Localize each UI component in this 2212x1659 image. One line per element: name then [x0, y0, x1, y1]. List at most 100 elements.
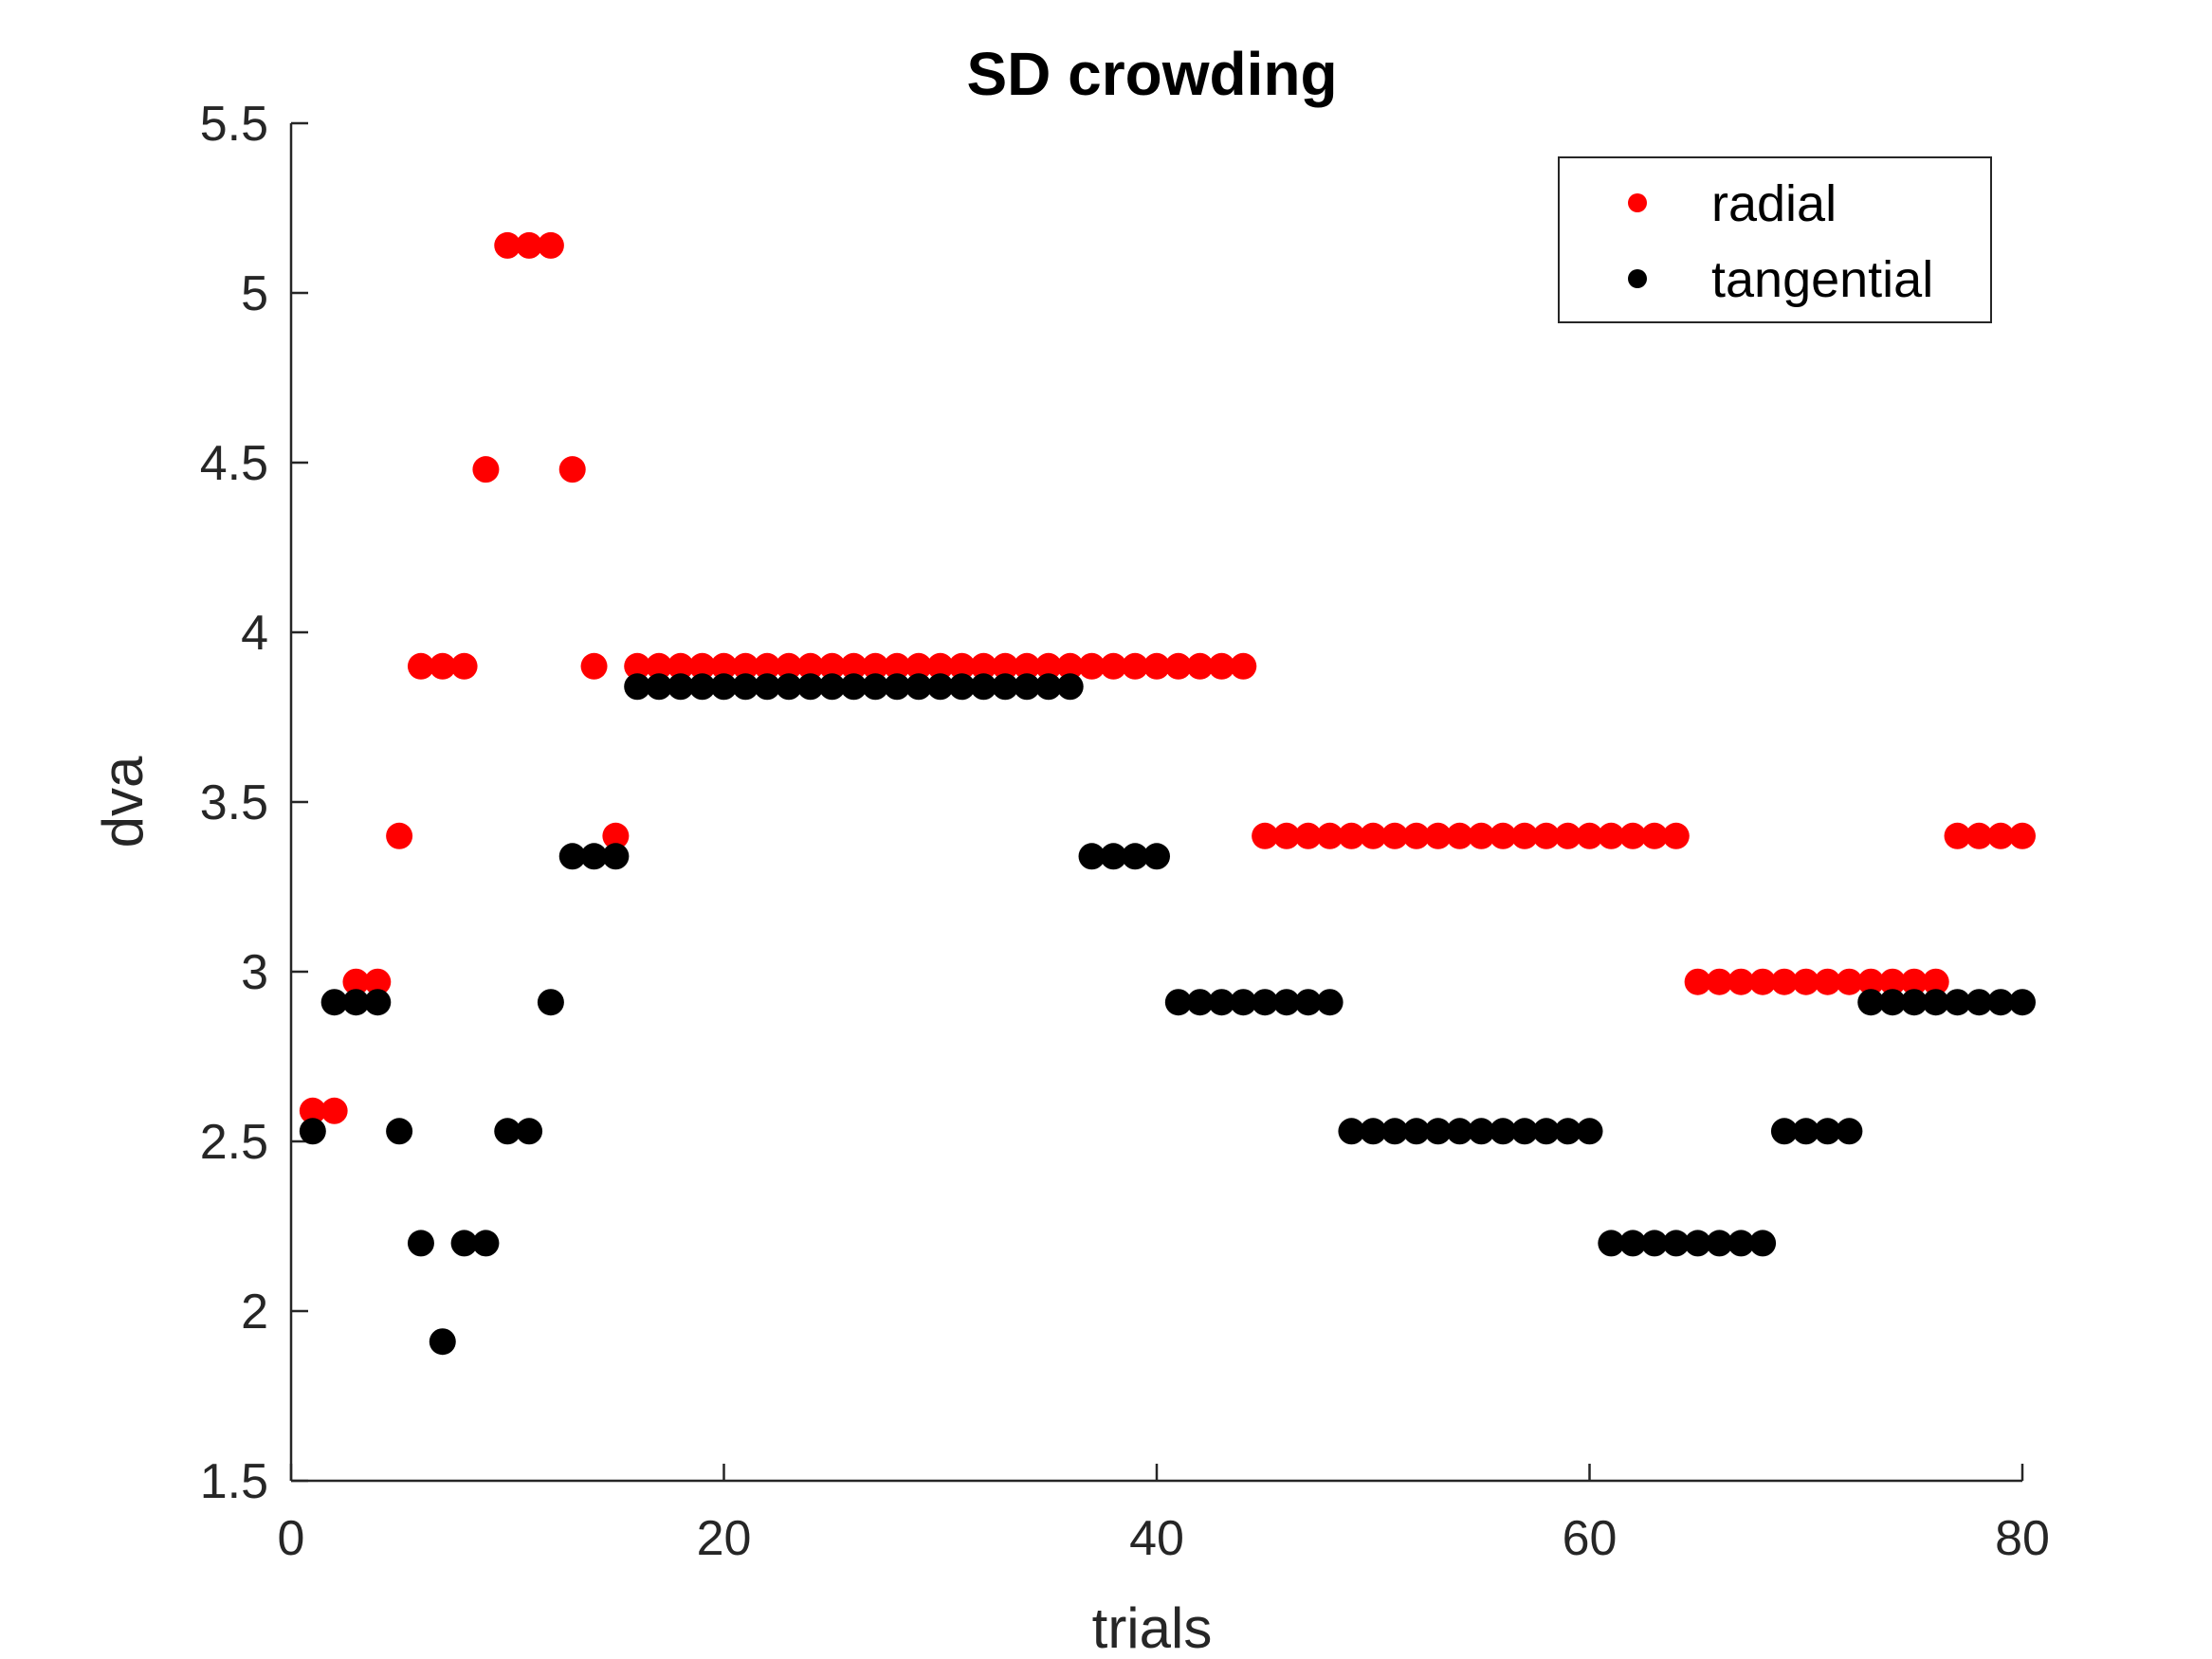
tangential-point [407, 1230, 434, 1257]
radial-point [948, 652, 976, 680]
tangential-point [516, 1118, 543, 1145]
tangential-point [494, 1118, 521, 1145]
radial-point [516, 231, 543, 259]
tangential-point [1490, 1118, 1517, 1145]
tangential-point [884, 673, 911, 701]
tangential-point [1164, 989, 1192, 1016]
radial-point [754, 652, 781, 680]
tangential-point [1078, 843, 1106, 870]
radial-point [1728, 968, 1755, 995]
radial-point [1272, 822, 1300, 849]
radial-point [1987, 822, 2015, 849]
x-axis-label: trials [1092, 1596, 1213, 1659]
legend: radial tangential [1558, 156, 1992, 323]
radial-point [1402, 822, 1430, 849]
series-tangential [299, 673, 2036, 1356]
tangential-point [1576, 1118, 1603, 1145]
tangential-point [1965, 989, 1993, 1016]
tangential-point [1749, 1230, 1777, 1257]
legend-marker-radial [1628, 193, 1647, 212]
radial-point [732, 652, 759, 680]
radial-point [558, 456, 586, 483]
radial-point [1338, 822, 1365, 849]
tangential-point [1922, 989, 1949, 1016]
radial-point [1252, 822, 1279, 849]
radial-point [494, 231, 521, 259]
radial-point [1879, 968, 1907, 995]
y-tick-label: 1.5 [200, 1454, 268, 1509]
x-tick-label: 60 [1563, 1511, 1618, 1566]
tangential-point [580, 843, 608, 870]
chart-title: SD crowding [966, 40, 1337, 108]
tangential-point [1900, 989, 1928, 1016]
y-tick-label: 3 [241, 945, 268, 1000]
tangential-point [1316, 989, 1344, 1016]
tangential-point [450, 1230, 478, 1257]
tangential-point [1186, 989, 1214, 1016]
radial-point [884, 652, 911, 680]
radial-point [1316, 822, 1344, 849]
tangential-point [1662, 1230, 1690, 1257]
radial-point [1770, 968, 1798, 995]
radial-point [1122, 652, 1149, 680]
tangential-point [840, 673, 868, 701]
radial-point [646, 652, 673, 680]
tangential-point [1014, 673, 1041, 701]
tangential-point [1402, 1118, 1430, 1145]
tangential-point [624, 673, 651, 701]
radial-point [1208, 652, 1235, 680]
tangential-point [1338, 1118, 1365, 1145]
radial-point [905, 652, 932, 680]
radial-point [320, 1097, 348, 1124]
tangential-point [2009, 989, 2036, 1016]
radial-point [710, 652, 738, 680]
legend-label-tangential: tangential [1711, 251, 1933, 308]
radial-point [1490, 822, 1517, 849]
radial-point [1446, 822, 1473, 849]
axes [289, 123, 2022, 1483]
radial-point [1468, 822, 1495, 849]
tangential-point [602, 843, 630, 870]
legend-box [1558, 156, 1992, 323]
tangential-point [1836, 1118, 1863, 1145]
radial-point [624, 652, 651, 680]
radial-point [970, 652, 997, 680]
radial-point [1230, 652, 1257, 680]
tangential-point [364, 989, 392, 1016]
y-ticks: 1.5 2 2.5 3 3.5 4 4.5 5 5.5 [200, 97, 308, 1509]
legend-label-radial: radial [1711, 175, 1837, 232]
radial-point [1922, 968, 1949, 995]
radial-point [299, 1097, 326, 1124]
radial-point [1662, 822, 1690, 849]
radial-point [1749, 968, 1777, 995]
radial-point [2009, 822, 2036, 849]
radial-point [775, 652, 802, 680]
y-tick-label: 4 [241, 606, 268, 661]
tangential-point [1230, 989, 1257, 1016]
radial-point [407, 652, 434, 680]
tangential-point [646, 673, 673, 701]
tangential-point [1122, 843, 1149, 870]
tangential-point [1294, 989, 1322, 1016]
tangential-point [1208, 989, 1235, 1016]
radial-point [1792, 968, 1819, 995]
x-ticks: 0 20 40 60 80 [278, 1464, 2050, 1566]
tangential-point [429, 1328, 456, 1356]
radial-point [1640, 822, 1668, 849]
tangential-point [537, 989, 564, 1016]
radial-point [450, 652, 478, 680]
y-axis-label: dva [91, 756, 155, 848]
radial-point [992, 652, 1019, 680]
tangential-point [1381, 1118, 1409, 1145]
tangential-point [1792, 1118, 1819, 1145]
radial-point [1857, 968, 1885, 995]
radial-point [1381, 822, 1409, 849]
tangential-point [1706, 1230, 1733, 1257]
radial-point [818, 652, 846, 680]
radial-point [1360, 822, 1387, 849]
tangential-point [905, 673, 932, 701]
radial-point [1576, 822, 1603, 849]
radial-point [1186, 652, 1214, 680]
tangential-point [342, 989, 370, 1016]
